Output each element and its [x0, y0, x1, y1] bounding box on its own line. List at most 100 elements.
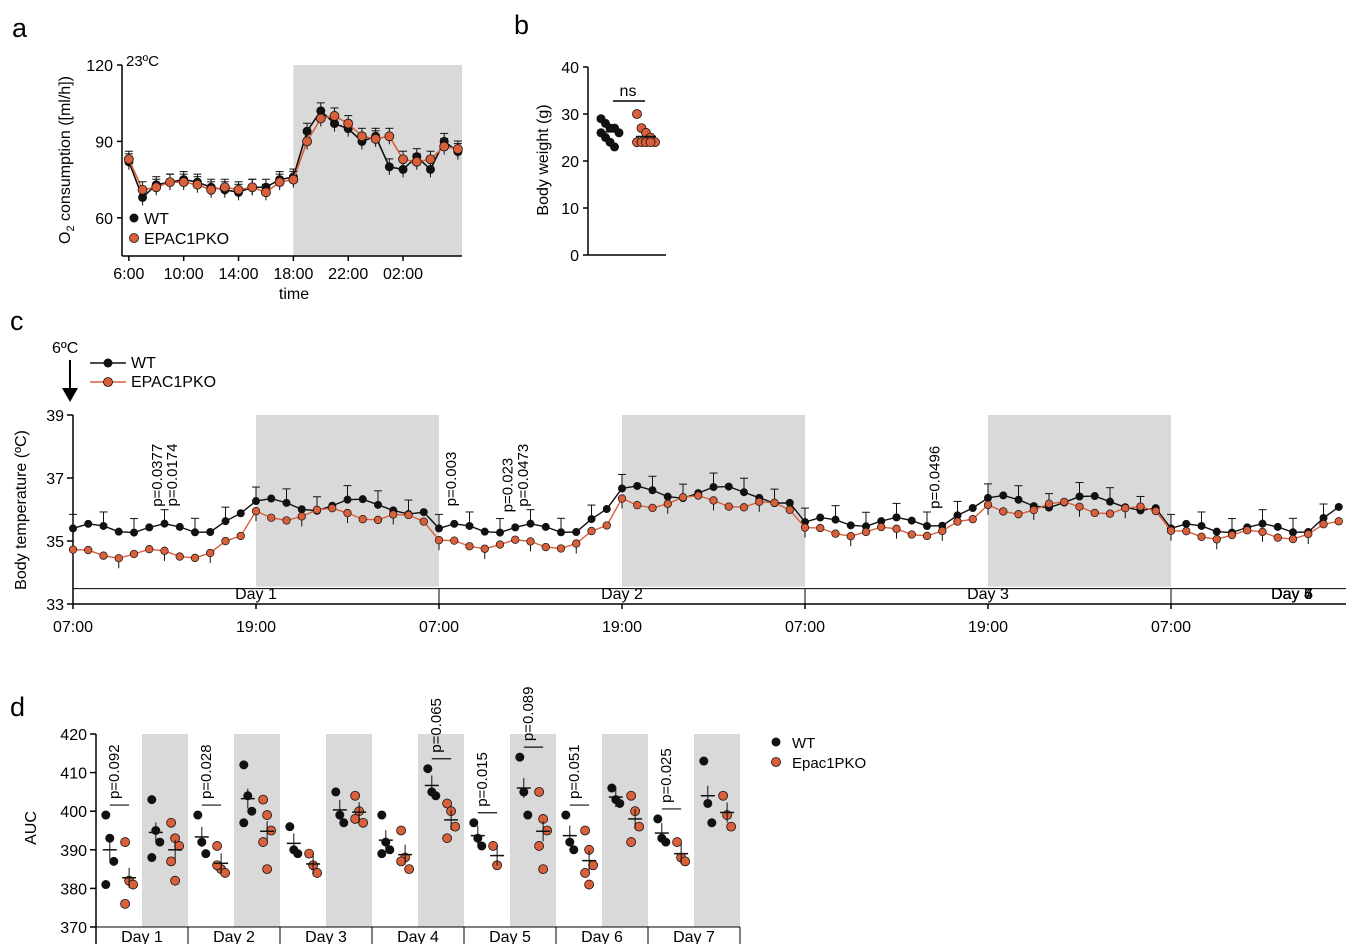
panel-c-day-label: Day 3	[967, 586, 1009, 603]
panel-d-day-label: Day 6	[581, 929, 623, 944]
panel-d-point-ko	[580, 825, 591, 836]
panel-a-point-ko	[357, 131, 367, 142]
panel-c-point-ko	[419, 517, 428, 526]
panel-d-point-ko	[266, 825, 277, 836]
panel-c-point-ko	[724, 502, 733, 511]
panel-d-day-label: Day 4	[397, 929, 439, 944]
panel-c-point-ko	[145, 545, 154, 554]
panel-c-point-ko	[1075, 502, 1084, 511]
panel-d-point-ko	[120, 837, 131, 847]
panel-d-point-ko	[542, 825, 553, 836]
panel-d-point-wt	[239, 760, 249, 770]
panel-a-ytick-label: 90	[95, 134, 113, 151]
panel-d-point-wt	[707, 818, 717, 828]
panel-c-point-ko	[861, 527, 871, 537]
panel-d-point-ko	[626, 837, 637, 847]
panel-d-point-wt	[105, 833, 115, 843]
panel-c-point-ko	[160, 546, 169, 555]
panel-c-point-wt	[877, 517, 886, 526]
panel-c-day-label: Day 1	[235, 586, 277, 603]
panel-d-pvalue: p=0.028	[198, 744, 215, 799]
panel-d-point-ko	[580, 868, 591, 878]
panel-d-point-ko	[538, 864, 549, 874]
panel-d-ytick-label: 380	[60, 881, 87, 898]
panel-c-point-wt	[145, 523, 154, 532]
panel-c-day-label: Day 6	[1271, 586, 1313, 603]
panel-c-point-ko	[389, 510, 398, 519]
panel-c-point-wt	[114, 527, 123, 536]
panel-d-point-ko	[120, 898, 131, 909]
panel-d-pvalue: p=0.015	[474, 752, 491, 807]
panel-c-point-wt	[465, 521, 474, 530]
panel-c-point-wt	[526, 519, 535, 528]
panel-c-point-wt	[221, 517, 230, 526]
panel-c-point-wt	[999, 491, 1008, 500]
panel-d-point-ko	[350, 790, 361, 801]
panel-c-pvalue: p=0.0473	[515, 444, 532, 507]
panel-d-dark-band	[326, 734, 372, 927]
panel-c-point-wt	[435, 524, 443, 533]
panel-c-point-ko	[709, 496, 718, 505]
panel-c-point-wt	[206, 528, 215, 537]
legend-ko-label: EPAC1PKO	[144, 231, 229, 248]
panel-d-day-label: Day 7	[673, 929, 715, 944]
panel-c-xtick-label: 07:00	[53, 619, 93, 636]
panel-d-point-ko	[212, 841, 223, 851]
panel-c-point-ko	[648, 503, 657, 513]
panel-c-point-wt	[480, 527, 489, 536]
panel-c-point-ko	[358, 515, 367, 524]
panel-c-point-wt	[709, 483, 718, 492]
panel-c-day-label: Day 7	[1271, 586, 1313, 603]
panel-c-point-ko	[1304, 529, 1313, 539]
panel-c-point-ko	[1197, 532, 1206, 541]
legend-wt-label: WT	[792, 735, 815, 752]
panel-a-point-ko	[411, 156, 422, 167]
panel-c-point-wt	[572, 528, 581, 537]
panel-c-point-wt	[1212, 527, 1221, 536]
panel-c-point-ko	[480, 544, 489, 553]
panel-c-point-wt	[191, 528, 199, 537]
panel-c-point-ko	[404, 510, 413, 520]
panel-c-point-wt	[1258, 519, 1267, 528]
panel-c-point-wt	[130, 528, 138, 537]
panel-d-point-ko	[534, 841, 545, 851]
panel-d-point-ko	[312, 868, 323, 878]
panel-c-point-wt	[587, 515, 596, 524]
panel-c-pvalue: p=0.0174	[164, 444, 181, 507]
panel-c-point-ko	[831, 529, 840, 538]
panel-c-point-ko	[1212, 535, 1221, 544]
panel-d-ytick-label: 390	[60, 843, 87, 860]
legend-ko-label: Epac1PKO	[792, 755, 866, 772]
panel-c-point-ko	[84, 545, 93, 555]
legend-ko-marker	[129, 233, 139, 243]
panel-a-point-ko	[439, 141, 450, 152]
panel-label-c: c	[10, 306, 24, 336]
panel-c-point-ko	[190, 553, 200, 563]
panel-a-point-ko	[206, 184, 217, 195]
panel-c-pvalue: p=0.023	[500, 458, 517, 513]
panel-d-point-ko	[588, 860, 599, 871]
panel-a-point-ko	[261, 187, 271, 198]
panel-c-pvalue: p=0.0496	[927, 446, 944, 509]
legend-wt-label: WT	[131, 355, 156, 372]
panel-c-point-ko	[755, 497, 764, 506]
panel-c-point-wt	[1289, 528, 1297, 537]
panel-a-ytick-label: 120	[86, 58, 113, 75]
panel-d-point-ko	[672, 837, 683, 847]
panel-c-point-ko	[770, 498, 779, 507]
panel-c-point-wt	[419, 508, 428, 517]
panel-b-ytick-label: 40	[561, 60, 579, 77]
panel-c-point-wt	[343, 495, 352, 504]
panel-c-point-wt	[1075, 492, 1084, 501]
panel-c-point-ko	[221, 536, 230, 546]
panel-c-point-ko	[907, 530, 916, 539]
panel-d-dark-band	[142, 734, 188, 927]
panel-d-point-ko	[488, 841, 499, 851]
panel-c-point-wt	[1197, 521, 1206, 530]
panel-d-ylabel: AUC	[23, 811, 40, 845]
panel-d-point-wt	[109, 856, 119, 866]
panel-a-point-ko	[329, 111, 340, 121]
panel-c-point-ko	[968, 515, 977, 524]
panel-c-point-wt	[953, 511, 962, 520]
panel-a-xtick-label: 18:00	[273, 266, 313, 283]
